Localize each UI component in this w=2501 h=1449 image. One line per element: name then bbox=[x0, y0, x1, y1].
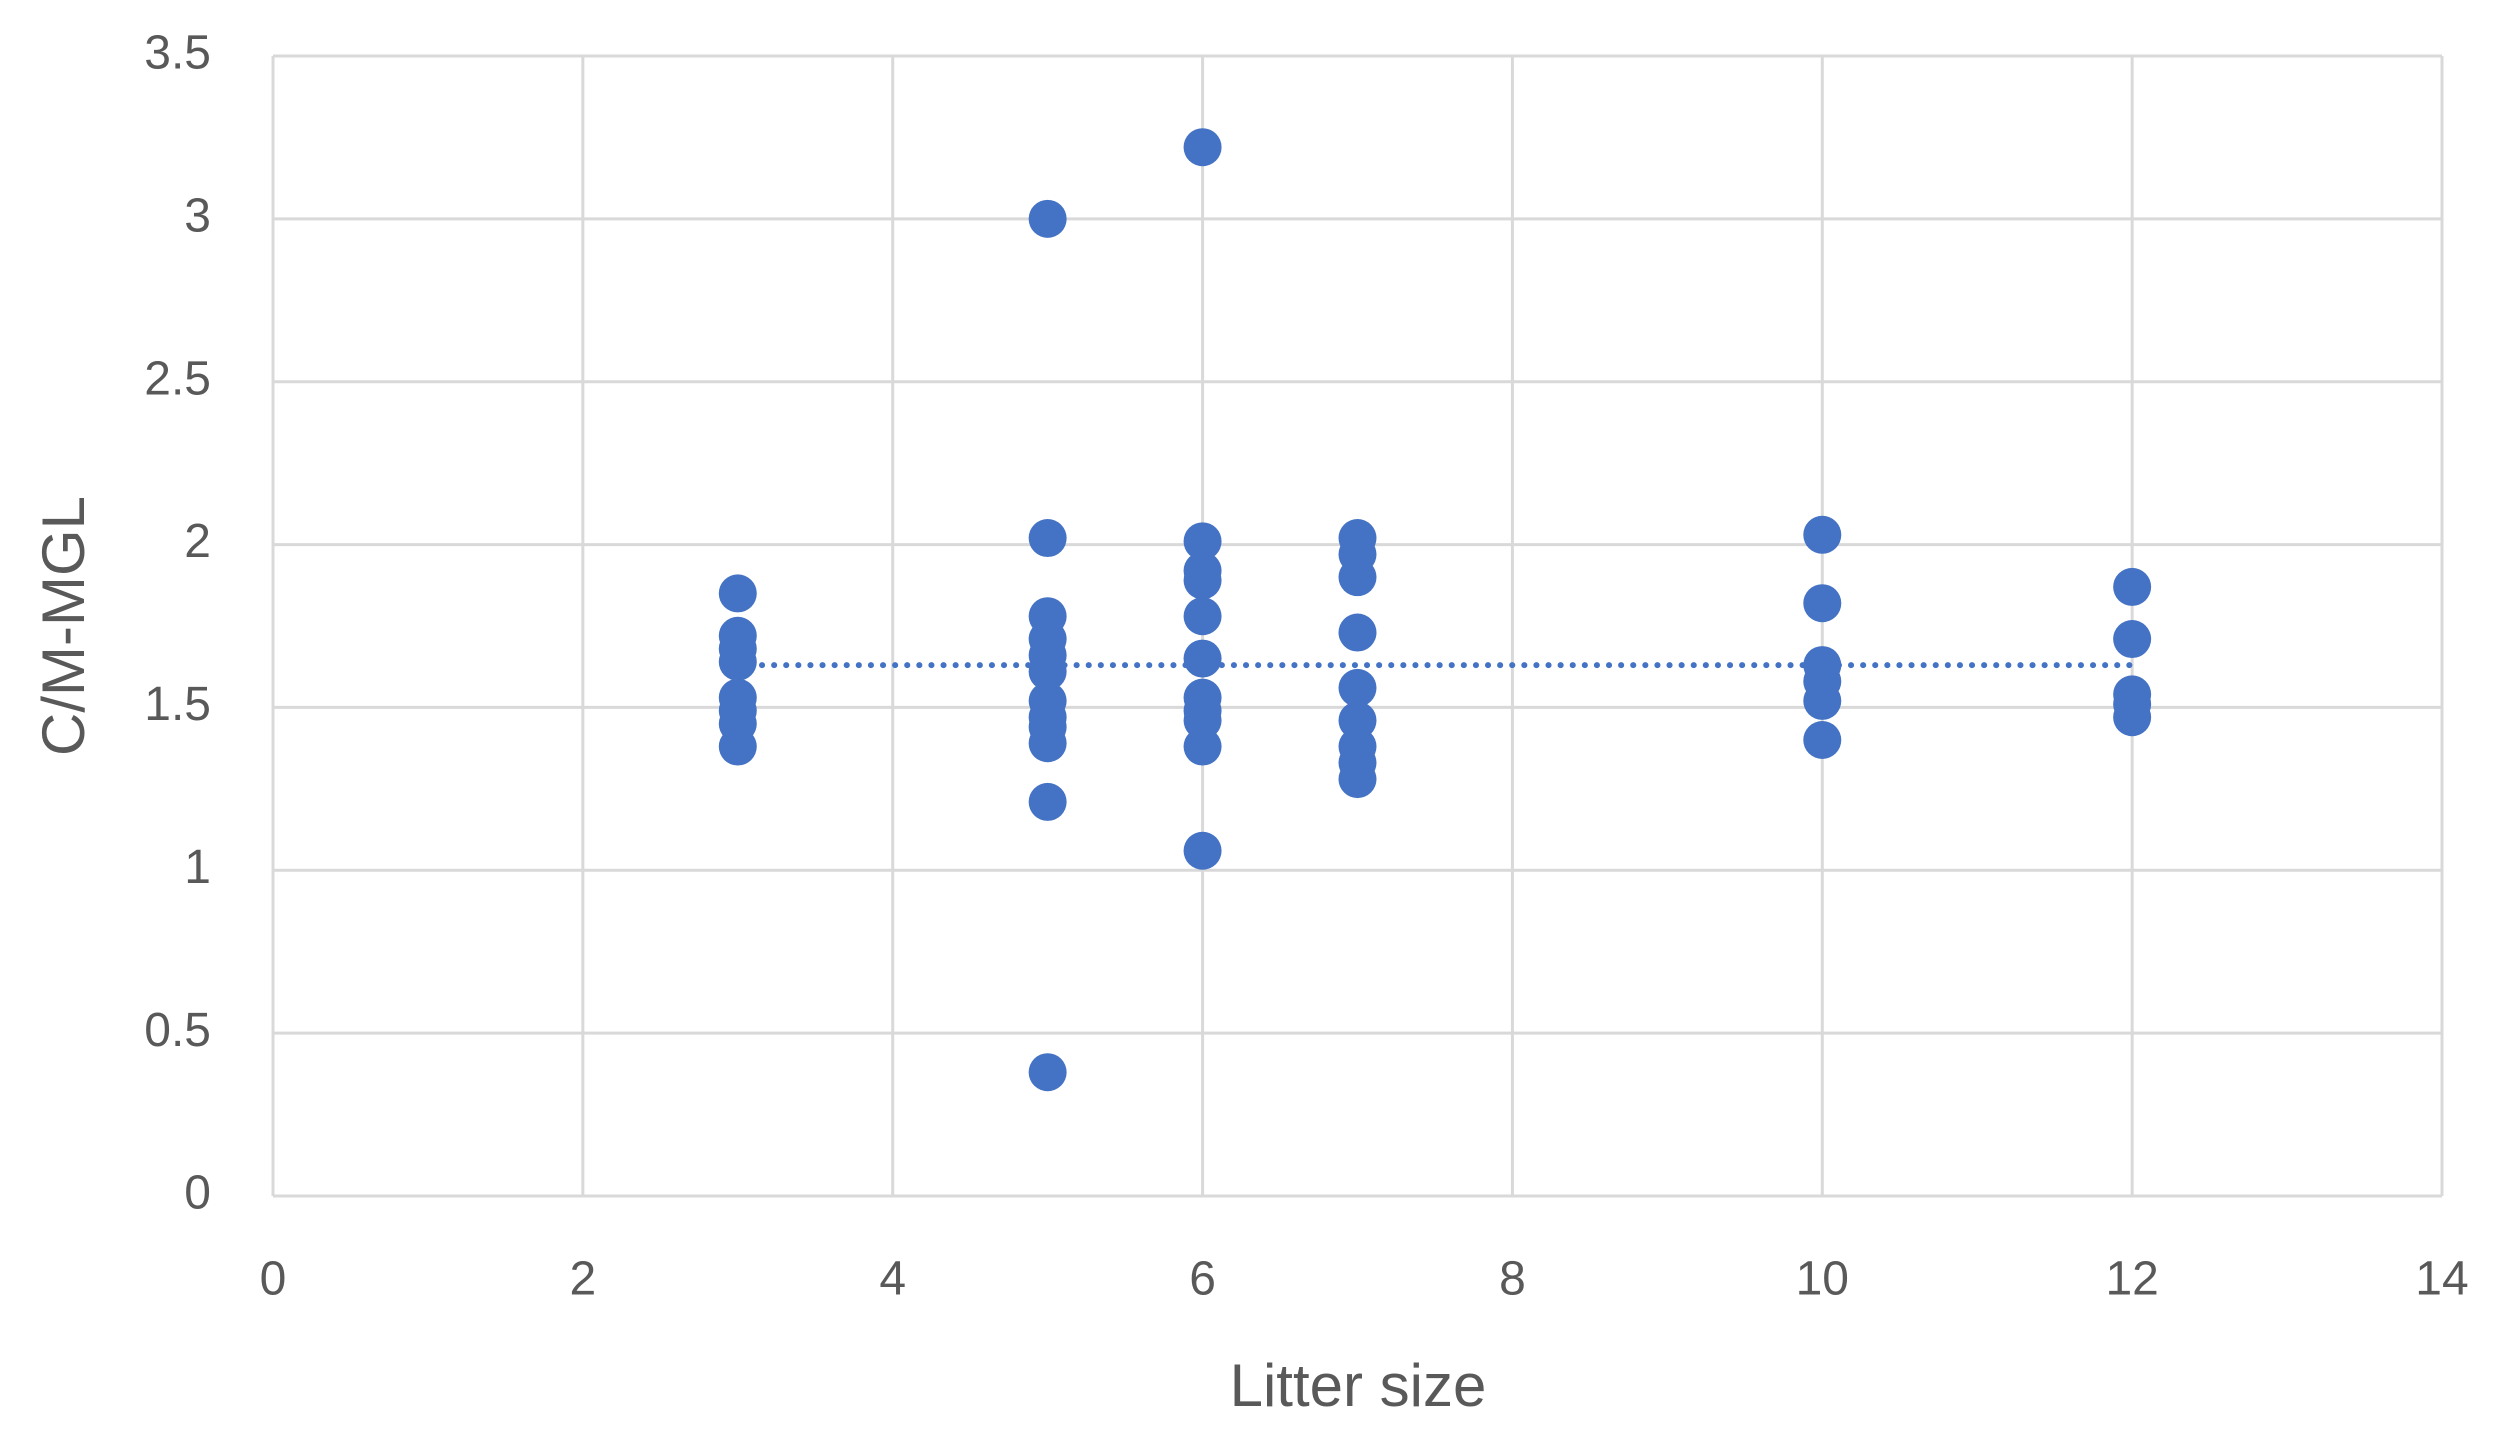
x-tick-label: 6 bbox=[1189, 1253, 1216, 1306]
data-point bbox=[1803, 584, 1842, 623]
data-point bbox=[1028, 782, 1067, 821]
data-point bbox=[1028, 519, 1067, 558]
y-tick-label: 3.5 bbox=[144, 27, 211, 80]
data-point bbox=[1803, 515, 1842, 554]
data-point bbox=[1028, 1053, 1067, 1092]
data-point bbox=[1183, 522, 1222, 561]
data-point bbox=[2113, 698, 2152, 737]
y-tick-label: 3 bbox=[184, 190, 211, 243]
data-point bbox=[1183, 831, 1222, 870]
data-point bbox=[1183, 639, 1222, 678]
data-point bbox=[1183, 561, 1222, 600]
data-point bbox=[1803, 721, 1842, 759]
data-point bbox=[1183, 701, 1222, 740]
data-point bbox=[1183, 128, 1222, 167]
data-point bbox=[1028, 652, 1067, 691]
data-point bbox=[1183, 597, 1222, 636]
x-tick-label: 12 bbox=[2105, 1253, 2158, 1306]
data-point bbox=[718, 727, 757, 766]
data-point bbox=[1183, 727, 1222, 766]
data-point bbox=[2113, 620, 2152, 659]
data-point bbox=[2113, 567, 2152, 606]
data-point bbox=[1028, 199, 1067, 238]
y-tick-label: 2.5 bbox=[144, 352, 211, 405]
data-point bbox=[718, 574, 757, 613]
x-tick-label: 10 bbox=[1796, 1253, 1849, 1306]
data-point bbox=[718, 642, 757, 681]
x-tick-label: 14 bbox=[2415, 1253, 2468, 1306]
x-tick-label: 8 bbox=[1499, 1253, 1526, 1306]
data-point bbox=[1338, 558, 1377, 597]
data-point bbox=[1338, 760, 1377, 799]
data-point bbox=[1338, 613, 1377, 652]
y-tick-label: 1.5 bbox=[144, 678, 211, 731]
data-point bbox=[1803, 681, 1842, 720]
y-tick-label: 2 bbox=[184, 515, 211, 568]
data-point bbox=[1028, 724, 1067, 763]
y-tick-label: 0 bbox=[184, 1167, 211, 1220]
x-tick-label: 4 bbox=[879, 1253, 906, 1306]
y-tick-label: 1 bbox=[184, 841, 211, 894]
x-axis-title: Litter size bbox=[1230, 1352, 1487, 1419]
data-point bbox=[1338, 668, 1377, 707]
x-tick-label: 2 bbox=[570, 1253, 597, 1306]
data-point bbox=[1338, 701, 1377, 740]
x-tick-label: 0 bbox=[260, 1253, 287, 1306]
y-axis-title: C/M-MGL bbox=[30, 496, 97, 756]
y-tick-label: 0.5 bbox=[144, 1004, 211, 1057]
